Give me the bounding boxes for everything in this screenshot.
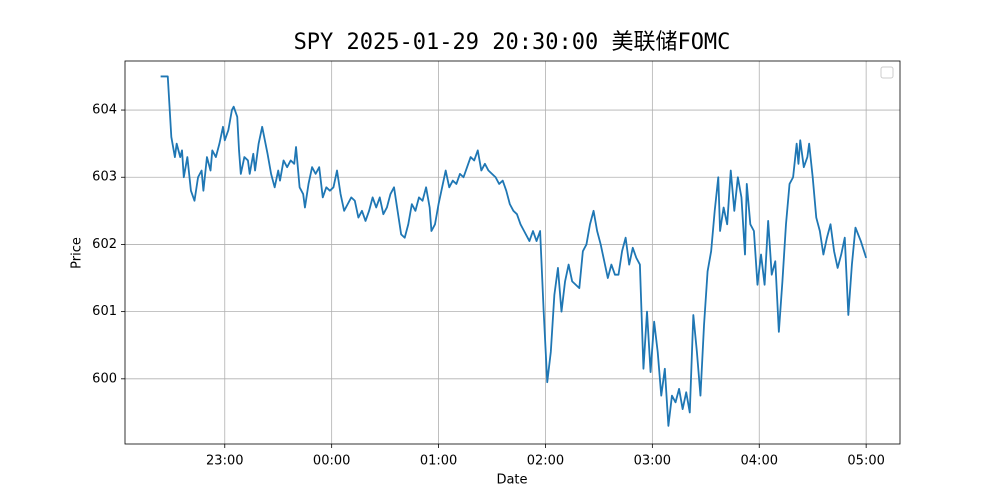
y-tick-label: 602: [92, 237, 117, 252]
y-tick-label: 604: [92, 103, 117, 118]
chart-title: SPY 2025-01-29 20:30:00 美联储FOMC: [294, 30, 731, 55]
plot-area: 600 601 602 603 604 23:00 00:00 01:00 02:00 03:00…: [92, 61, 900, 469]
axes-frame: [124, 60, 901, 445]
x-tick-label: 01:00: [420, 454, 457, 469]
price-line: [160, 75, 868, 427]
y-tick-label: 603: [92, 170, 117, 185]
x-tick-label: 00:00: [313, 454, 350, 469]
y-tick-label: 601: [92, 304, 117, 319]
x-axis-label: Date: [496, 473, 527, 488]
x-tick-label: 23:00: [206, 454, 243, 469]
x-tick-label: 02:00: [527, 454, 564, 469]
y-axis-label: Price: [70, 237, 85, 269]
x-tick-label: 03:00: [634, 454, 671, 469]
legend: [880, 66, 894, 79]
x-tick-label: 05:00: [847, 454, 884, 469]
x-tick-label: 04:00: [741, 454, 778, 469]
y-tick-label: 600: [92, 371, 117, 386]
